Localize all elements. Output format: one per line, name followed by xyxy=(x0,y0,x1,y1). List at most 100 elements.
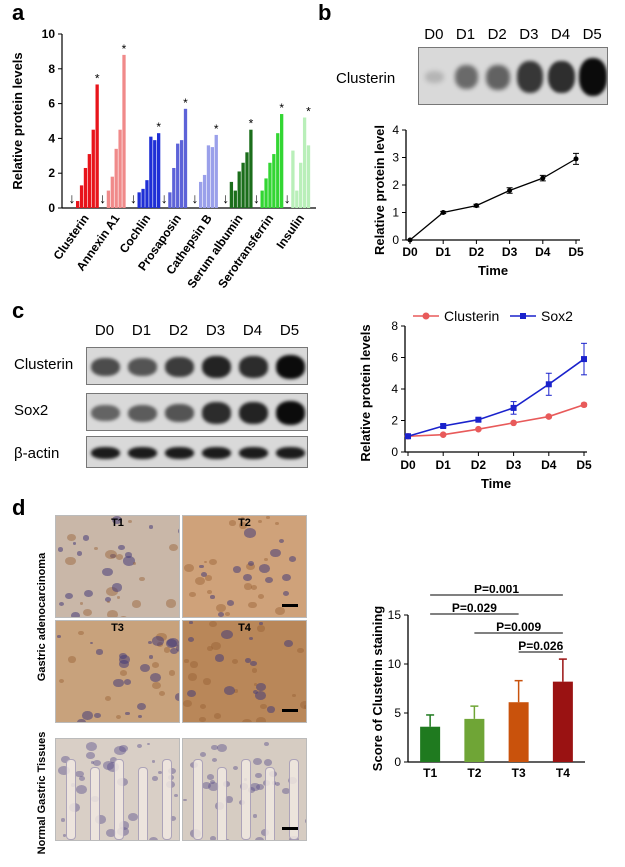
data-point xyxy=(546,413,553,420)
y-tick-label: 8 xyxy=(48,62,55,76)
tissue-texture xyxy=(187,690,196,697)
p-value-label: P=0.001 xyxy=(474,585,519,596)
data-point xyxy=(574,156,579,161)
data-point xyxy=(475,417,481,423)
x-tick-label: D2 xyxy=(469,245,485,259)
tissue-texture xyxy=(117,596,120,599)
tissue-texture xyxy=(282,574,291,581)
significance-star: * xyxy=(249,117,254,131)
tissue-texture xyxy=(210,780,215,784)
x-tick-label: D0 xyxy=(402,245,418,259)
blot-band xyxy=(276,355,305,379)
gland-structure xyxy=(217,767,227,841)
significance-star: * xyxy=(214,122,219,136)
y-tick-label: 0 xyxy=(392,233,399,247)
tissue-texture xyxy=(283,591,289,596)
tissue-texture xyxy=(232,659,238,664)
tissue-texture xyxy=(214,713,222,719)
data-point xyxy=(474,203,479,208)
x-tick-label: D4 xyxy=(535,245,551,259)
tissue-texture xyxy=(86,752,94,759)
lane-label: D1 xyxy=(123,322,160,339)
tissue-texture xyxy=(107,601,110,604)
tissue-texture xyxy=(73,542,76,545)
bar-t3 xyxy=(509,702,529,762)
tissue-texture xyxy=(199,565,203,569)
tissue-texture xyxy=(147,743,150,745)
tissue-texture xyxy=(195,577,205,585)
scale-bar xyxy=(282,709,298,712)
bar-cochlin xyxy=(138,192,141,208)
gland-structure xyxy=(162,759,172,840)
tissue-texture xyxy=(267,706,275,713)
lane-label: D2 xyxy=(160,322,197,339)
y-tick-label: 4 xyxy=(392,123,399,137)
bar-serotransferrin xyxy=(261,191,264,208)
tissue-texture xyxy=(152,662,159,668)
legend-marker xyxy=(520,313,526,319)
tissue-texture xyxy=(94,713,101,718)
tissue-texture xyxy=(152,760,155,763)
gland-structure xyxy=(90,767,100,841)
tissue-texture xyxy=(159,691,166,696)
y-axis-label: Relative protein levels xyxy=(10,52,25,189)
tissue-texture xyxy=(253,814,258,818)
x-tick-label: T2 xyxy=(467,766,481,780)
tissue-texture xyxy=(93,760,101,767)
bar-insulin xyxy=(295,191,298,208)
gland-structure xyxy=(114,759,124,840)
y-tick-label: 1 xyxy=(392,206,399,220)
data-point xyxy=(546,381,552,387)
significance-star: * xyxy=(122,42,127,56)
lane-label: D5 xyxy=(271,322,308,339)
tissue-texture xyxy=(107,610,118,618)
tissue-texture xyxy=(152,636,164,645)
tissue-texture xyxy=(207,590,212,594)
bar-serum-albumin xyxy=(230,182,233,208)
x-tick-label: D3 xyxy=(506,458,522,472)
blot-band xyxy=(425,71,444,84)
tissue-texture xyxy=(65,557,76,566)
tissue-texture xyxy=(209,559,217,565)
y-tick-label: 5 xyxy=(394,706,401,720)
bar-t4 xyxy=(553,682,573,762)
histology-image-normal xyxy=(182,738,307,841)
bar-t2 xyxy=(464,719,484,762)
x-tick-label: T3 xyxy=(512,766,526,780)
significance-star: * xyxy=(95,71,100,85)
tissue-texture xyxy=(224,686,235,695)
tissue-texture xyxy=(113,679,124,688)
data-point xyxy=(408,238,413,243)
y-tick-label: 10 xyxy=(42,27,56,41)
tissue-texture xyxy=(260,704,267,710)
p-value-label: P=0.029 xyxy=(452,601,497,615)
tissue-texture xyxy=(139,577,145,581)
bar-serum-albumin xyxy=(238,171,241,208)
tissue-texture xyxy=(83,609,92,616)
tissue-texture xyxy=(59,679,64,683)
scale-bar xyxy=(282,604,298,607)
bar-cochlin xyxy=(145,180,148,208)
blot-membrane xyxy=(86,393,308,431)
histology-image-tumor: T2 xyxy=(182,515,307,618)
bar-annexin-a1 xyxy=(122,55,125,208)
tissue-texture xyxy=(190,661,198,668)
x-axis-label: Time xyxy=(481,476,511,491)
gland-structure xyxy=(138,767,148,841)
tissue-texture xyxy=(137,744,142,748)
tissue-texture xyxy=(149,655,154,659)
tissue-texture xyxy=(90,642,93,645)
tissue-texture xyxy=(204,561,207,563)
tissue-texture xyxy=(253,758,262,765)
tissue-texture xyxy=(279,539,284,543)
tissue-texture xyxy=(210,595,214,599)
tissue-texture xyxy=(188,637,194,642)
x-tick-label: D5 xyxy=(576,458,592,472)
tissue-texture xyxy=(256,717,266,723)
blot-band xyxy=(128,405,157,422)
tissue-texture xyxy=(256,784,264,790)
bar-annexin-a1 xyxy=(111,177,114,208)
bar-cathepsin-b xyxy=(211,147,214,208)
